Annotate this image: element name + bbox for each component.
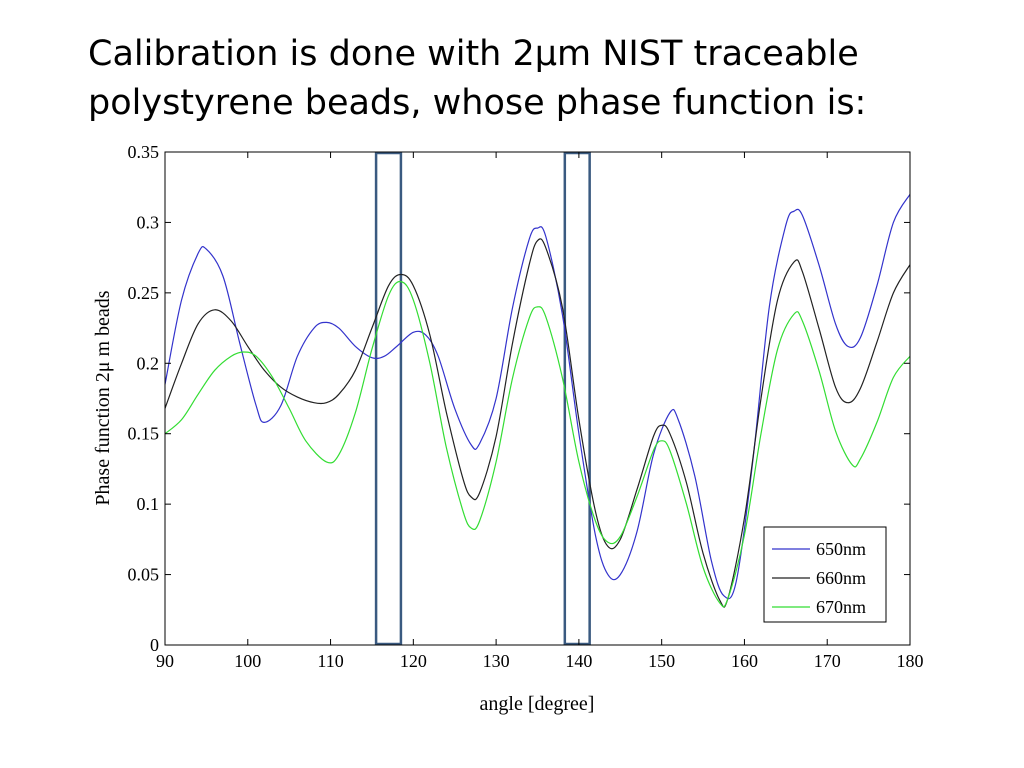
legend-label-660nm: 660nm bbox=[816, 568, 866, 588]
x-tick-label: 100 bbox=[234, 651, 261, 671]
y-tick-label: 0.25 bbox=[128, 283, 160, 303]
legend-label-650nm: 650nm bbox=[816, 539, 866, 559]
y-tick-label: 0.1 bbox=[137, 494, 160, 514]
legend-box bbox=[763, 526, 887, 623]
x-tick-label: 160 bbox=[731, 651, 758, 671]
x-tick-label: 150 bbox=[648, 651, 675, 671]
x-tick-label: 120 bbox=[400, 651, 427, 671]
y-tick-label: 0.3 bbox=[137, 212, 160, 232]
x-tick-label: 130 bbox=[483, 651, 510, 671]
plot-frame bbox=[164, 151, 911, 646]
legend: 650nm 660nm 670nm bbox=[763, 526, 887, 623]
y-axis-title: Phase function 2μ m beads bbox=[92, 290, 114, 505]
y-tick-label: 0 bbox=[150, 635, 159, 655]
series-line-660nm bbox=[164, 238, 911, 608]
highlight-box-1 bbox=[374, 151, 403, 646]
x-tick-label: 110 bbox=[317, 651, 343, 671]
y-tick-label: 0.05 bbox=[128, 565, 160, 585]
y-tick-label: 0.2 bbox=[137, 353, 160, 373]
x-axis-title: angle [degree] bbox=[480, 693, 595, 715]
series-line-650nm bbox=[164, 193, 911, 600]
legend-label-670nm: 670nm bbox=[816, 597, 866, 617]
x-tick-label: 170 bbox=[814, 651, 841, 671]
x-tick-label: 140 bbox=[565, 651, 592, 671]
x-tick-label: 90 bbox=[156, 651, 174, 671]
highlight-box-2 bbox=[563, 151, 591, 646]
slide-title-line-1: Calibration is done with 2μm NIST tracea… bbox=[88, 34, 859, 74]
slide-title-line-2: polystyrene beads, whose phase function … bbox=[88, 83, 867, 123]
y-tick-label: 0.15 bbox=[128, 424, 160, 444]
series-line-670nm bbox=[164, 280, 911, 608]
x-tick-label: 180 bbox=[897, 651, 924, 671]
slide-title: Calibration is done with 2μm NIST tracea… bbox=[88, 30, 988, 128]
y-tick-label: 0.35 bbox=[128, 142, 160, 162]
